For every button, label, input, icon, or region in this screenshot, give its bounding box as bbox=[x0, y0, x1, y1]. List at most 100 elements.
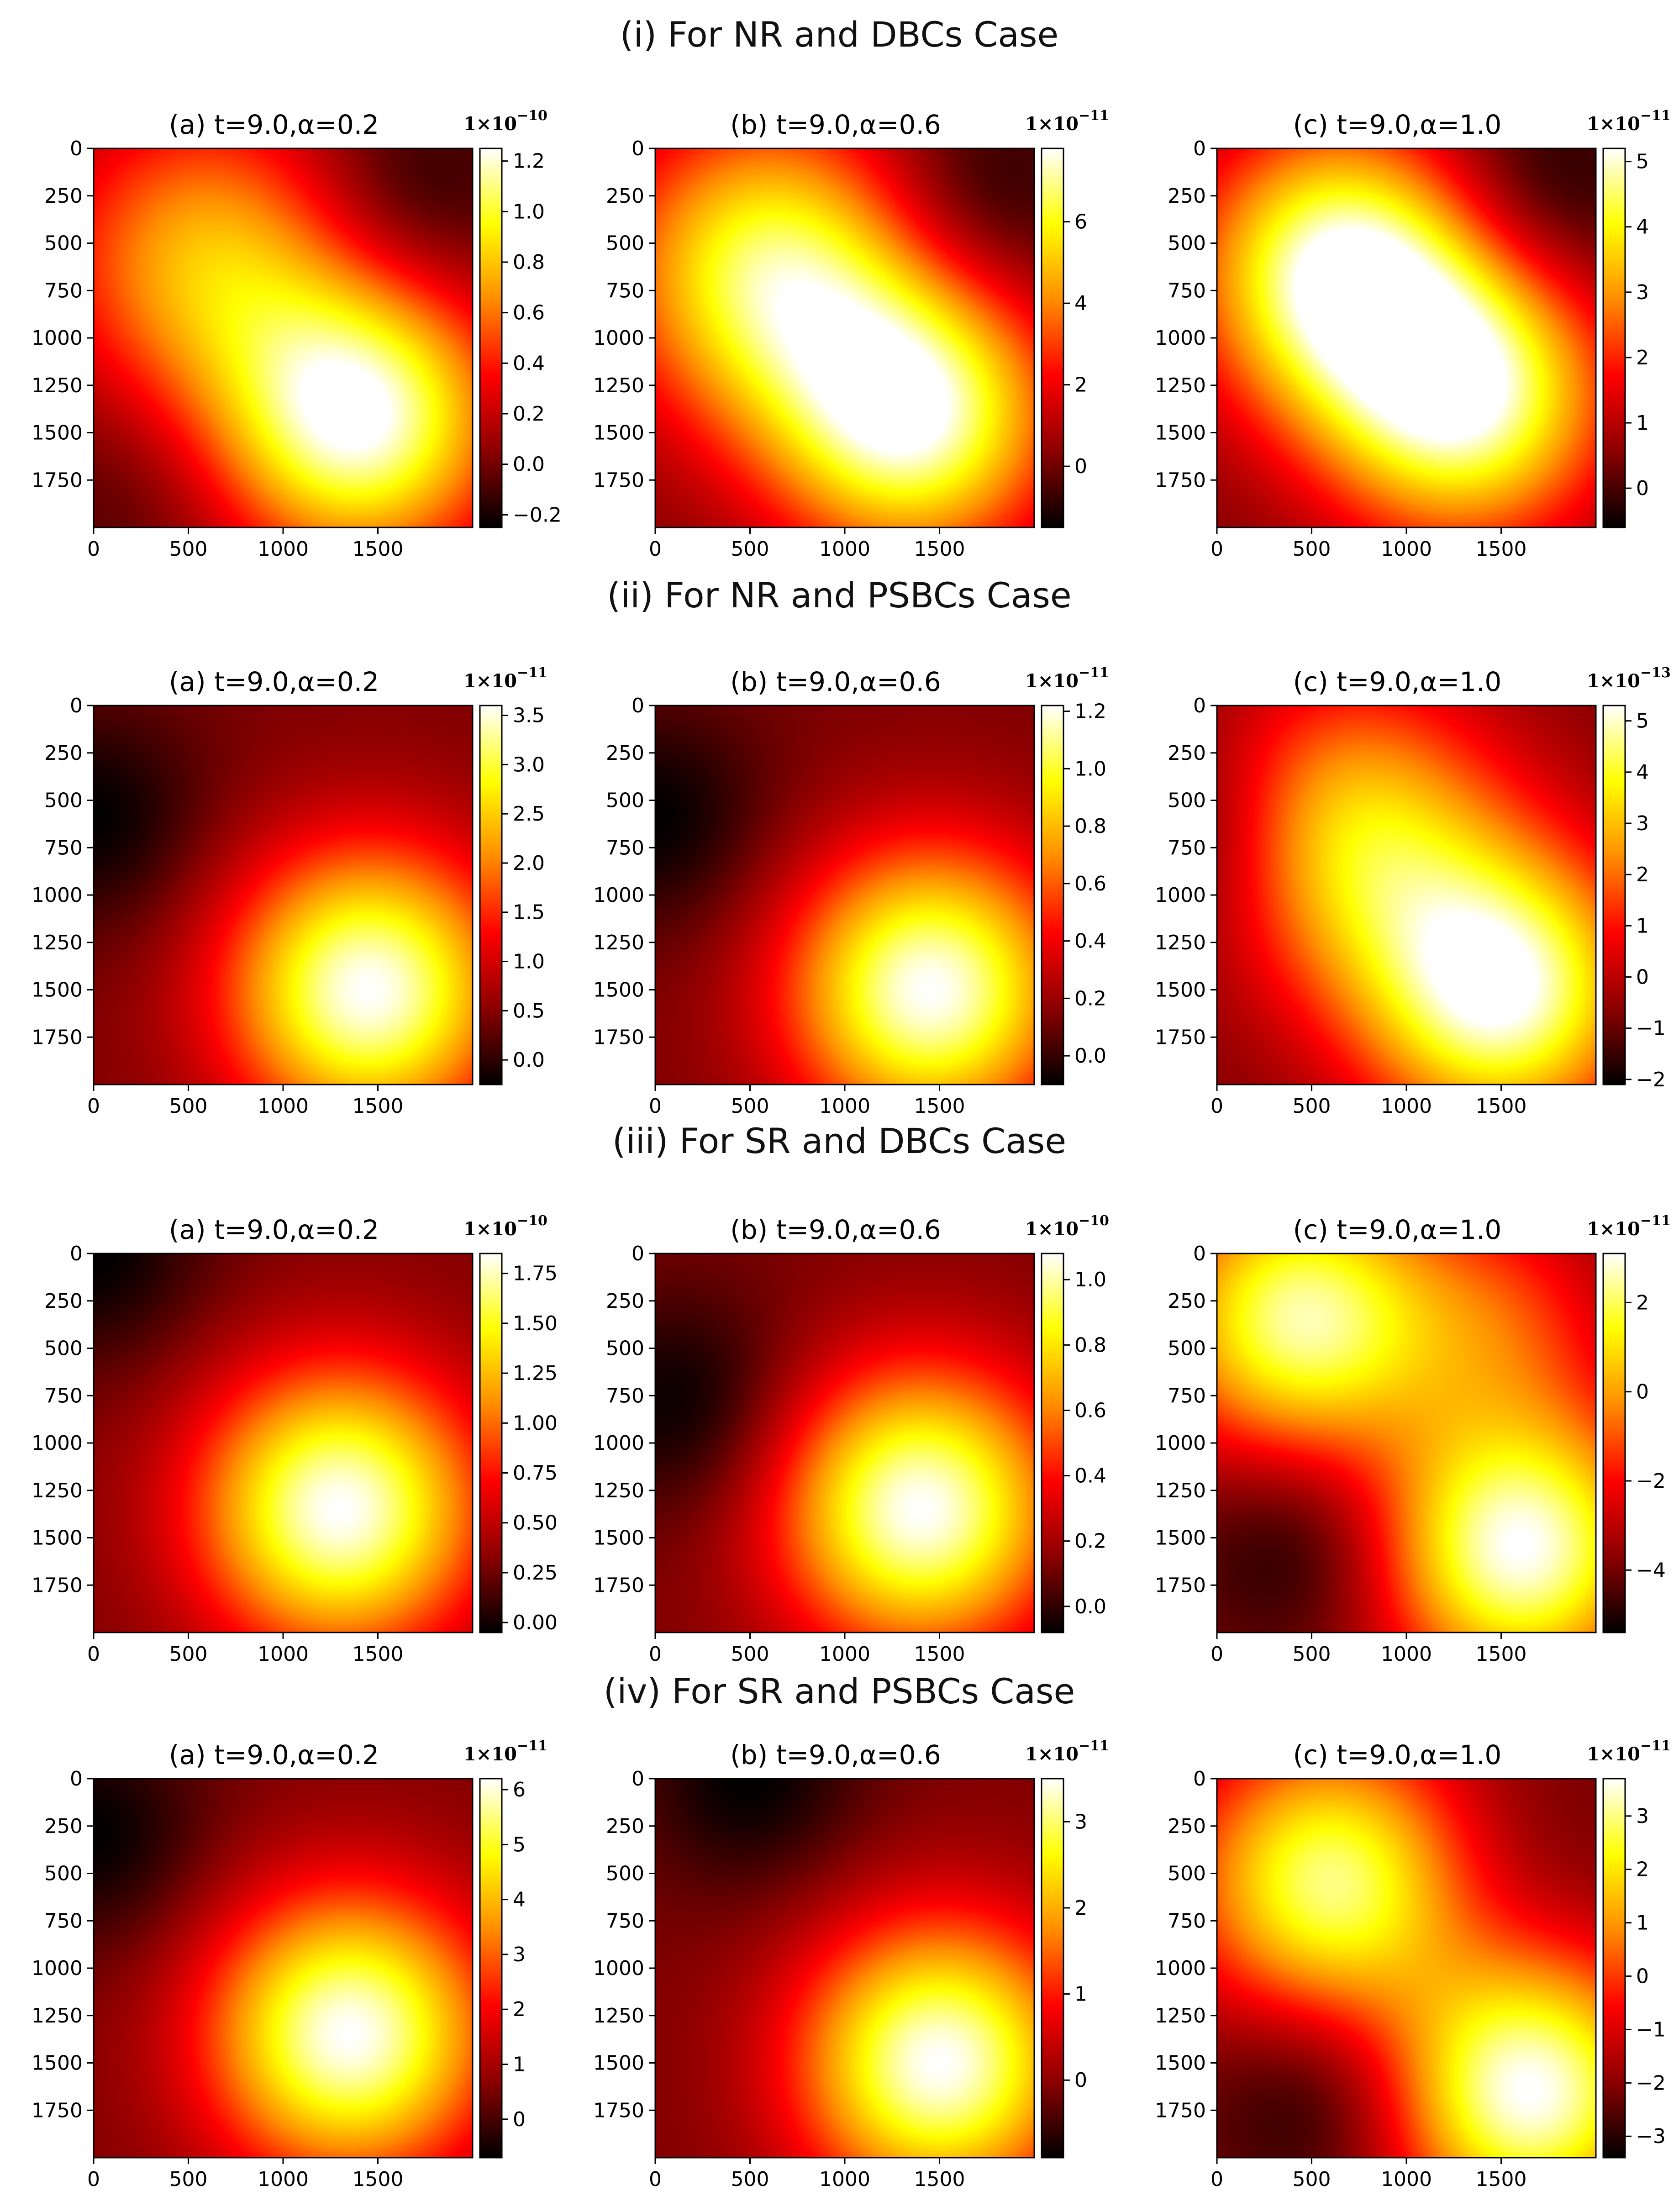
scale-base: 1×10 bbox=[1025, 670, 1079, 692]
scale-base: 1×10 bbox=[463, 670, 517, 692]
y-tick-label: 250 bbox=[1168, 1815, 1206, 1838]
y-tick-label: 0 bbox=[1193, 1242, 1206, 1265]
y-tick-label: 1250 bbox=[593, 1479, 644, 1502]
x-tick-label: 500 bbox=[1293, 537, 1331, 561]
y-tick-label: 250 bbox=[1168, 184, 1206, 208]
y-tick-label: 0 bbox=[70, 137, 83, 160]
x-tick-label: 500 bbox=[1293, 1095, 1331, 1118]
colorbar-tick-label: 0.0 bbox=[1074, 1595, 1106, 1618]
y-tick-label: 1750 bbox=[1155, 2099, 1206, 2122]
y-tick-label: 500 bbox=[44, 232, 83, 255]
heatmap-image bbox=[655, 706, 1034, 1085]
y-tick-label: 0 bbox=[1193, 694, 1206, 717]
colorbar-tick-label: −1 bbox=[1636, 2018, 1666, 2041]
x-tick-label: 1500 bbox=[914, 2168, 965, 2191]
x-tick-label: 0 bbox=[649, 537, 662, 561]
colorbar-tick-label: 0.4 bbox=[1074, 930, 1106, 953]
colorbar-scale-label: 1×10−10 bbox=[463, 1213, 547, 1240]
x-tick-label: 500 bbox=[731, 2168, 769, 2191]
colorbar-tick-label: 0.8 bbox=[1074, 1333, 1106, 1357]
y-tick-label: 1000 bbox=[593, 1957, 644, 1980]
scale-exponent: −11 bbox=[1079, 665, 1109, 681]
panel-title: (c) t=9.0,α=1.0 bbox=[1293, 666, 1502, 697]
x-tick-label: 1500 bbox=[914, 1643, 965, 1666]
y-tick-label: 0 bbox=[632, 1767, 644, 1791]
scale-base: 1×10 bbox=[1587, 670, 1640, 692]
y-tick-label: 1000 bbox=[32, 884, 83, 907]
heatmap-panel: (b) t=9.0,α=0.6 1×10−11025050075010001250… bbox=[593, 665, 1109, 1118]
y-tick-label: 1000 bbox=[1155, 1432, 1206, 1455]
y-tick-label: 1750 bbox=[593, 1026, 644, 1049]
colorbar-tick-label: 3.5 bbox=[513, 704, 545, 727]
colorbar-tick-label: 1 bbox=[513, 2053, 526, 2076]
scale-exponent: −11 bbox=[1079, 108, 1109, 124]
heatmap-image bbox=[655, 1779, 1034, 2158]
x-tick-label: 1000 bbox=[1381, 537, 1432, 561]
panel-title: (c) t=9.0,α=1.0 bbox=[1293, 109, 1502, 140]
x-tick-label: 0 bbox=[87, 1643, 100, 1666]
y-tick-label: 250 bbox=[44, 1815, 83, 1838]
y-tick-label: 750 bbox=[1168, 279, 1206, 302]
y-tick-label: 1500 bbox=[1155, 1527, 1206, 1550]
heatmap-panel: (a) t=9.0,α=0.2 1×10−11025050075010001250… bbox=[32, 1738, 547, 2191]
scale-exponent: −10 bbox=[1079, 1213, 1109, 1229]
colorbar-tick-label: 0.75 bbox=[513, 1462, 558, 1485]
x-tick-label: 500 bbox=[169, 1095, 208, 1118]
scale-base: 1×10 bbox=[463, 1743, 517, 1765]
colorbar-tick-label: 2 bbox=[1636, 1291, 1649, 1314]
y-tick-label: 1000 bbox=[1155, 327, 1206, 350]
colorbar-tick-label: 3 bbox=[513, 1943, 526, 1966]
y-tick-label: 750 bbox=[44, 279, 83, 302]
y-tick-label: 250 bbox=[1168, 1290, 1206, 1313]
scale-exponent: −11 bbox=[1640, 1738, 1671, 1754]
x-tick-label: 0 bbox=[1211, 1643, 1223, 1666]
colorbar-scale-label: 1×10−11 bbox=[1025, 108, 1109, 135]
heatmap-panel: (b) t=9.0,α=0.6 1×10−11025050075010001250… bbox=[593, 1738, 1109, 2191]
heatmap-panel: (c) t=9.0,α=1.0 1×10−13025050075010001250… bbox=[1155, 665, 1671, 1118]
colorbar-scale-label: 1×10−11 bbox=[1587, 108, 1671, 135]
colorbar-tick-label: 4 bbox=[1636, 761, 1649, 784]
colorbar-tick-label: 0 bbox=[513, 2108, 526, 2131]
y-tick-label: 0 bbox=[1193, 1767, 1206, 1791]
y-tick-label: 1750 bbox=[1155, 469, 1206, 492]
colorbar-tick-label: −3 bbox=[1636, 2125, 1666, 2148]
colorbar-tick-label: 0.4 bbox=[513, 352, 545, 375]
x-tick-label: 1000 bbox=[258, 537, 309, 561]
heatmap-panel: (c) t=9.0,α=1.0 1×10−11025050075010001250… bbox=[1155, 108, 1671, 561]
panel-title: (a) t=9.0,α=0.2 bbox=[169, 109, 379, 140]
y-tick-label: 750 bbox=[606, 836, 644, 859]
colorbar bbox=[1041, 147, 1064, 528]
heatmap-image bbox=[94, 148, 473, 527]
colorbar-tick-label: 1.5 bbox=[513, 901, 545, 924]
scale-base: 1×10 bbox=[1025, 113, 1079, 135]
y-tick-label: 250 bbox=[606, 742, 644, 765]
scale-base: 1×10 bbox=[1025, 1218, 1079, 1240]
y-tick-label: 1500 bbox=[32, 421, 83, 445]
y-tick-label: 0 bbox=[70, 1767, 83, 1791]
heatmap-image bbox=[655, 148, 1034, 527]
y-tick-label: 1750 bbox=[32, 2099, 83, 2122]
x-tick-label: 1500 bbox=[1476, 1643, 1527, 1666]
y-tick-label: 750 bbox=[44, 836, 83, 859]
x-tick-label: 0 bbox=[87, 1095, 100, 1118]
colorbar-tick-label: 2 bbox=[1636, 1858, 1649, 1881]
colorbar-tick-label: 0.8 bbox=[1074, 815, 1106, 838]
heatmap-image bbox=[1217, 148, 1596, 527]
y-tick-label: 0 bbox=[70, 694, 83, 717]
y-tick-label: 1000 bbox=[32, 1432, 83, 1455]
heatmap-image bbox=[655, 1253, 1034, 1633]
x-tick-label: 500 bbox=[169, 537, 208, 561]
x-tick-label: 1500 bbox=[353, 1095, 404, 1118]
colorbar-scale-label: 1×10−10 bbox=[463, 108, 547, 135]
panel-title: (b) t=9.0,α=0.6 bbox=[730, 1214, 941, 1245]
colorbar-tick-label: 0 bbox=[1636, 477, 1649, 500]
colorbar-tick-label: 0.2 bbox=[513, 402, 545, 426]
y-tick-label: 0 bbox=[632, 694, 644, 717]
y-tick-label: 250 bbox=[606, 1815, 644, 1838]
colorbar-tick-label: 0.00 bbox=[513, 1611, 558, 1634]
x-tick-label: 0 bbox=[1211, 1095, 1223, 1118]
colorbar-tick-label: 2 bbox=[513, 1998, 526, 2021]
y-tick-label: 250 bbox=[44, 742, 83, 765]
colorbar-tick-label: 0.6 bbox=[513, 301, 545, 325]
